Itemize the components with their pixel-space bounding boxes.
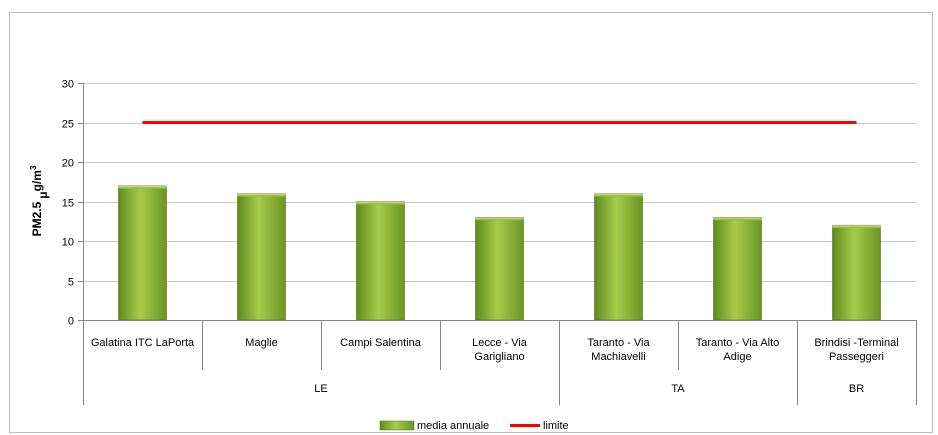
bar bbox=[356, 201, 405, 321]
bar-top bbox=[594, 193, 643, 197]
bar-top bbox=[832, 225, 881, 229]
y-tick-label: 25 bbox=[62, 119, 74, 131]
x-tick-label: Machiavelli bbox=[591, 351, 645, 363]
x-tick-label: Taranto - Via bbox=[587, 337, 650, 349]
legend-swatch-media-annuale bbox=[379, 420, 415, 431]
legend-label-limite: limite bbox=[543, 420, 569, 432]
legend: media annuale limite bbox=[379, 420, 569, 432]
x-tick-label: Lecce - Via bbox=[472, 337, 528, 349]
y-tick-label: 10 bbox=[62, 237, 74, 249]
legend-label-media-annuale: media annuale bbox=[417, 420, 489, 432]
group-label: TA bbox=[671, 383, 685, 395]
x-tick-label: Passeggeri bbox=[829, 351, 884, 363]
bars bbox=[118, 185, 881, 321]
y-tick-label: 15 bbox=[62, 198, 74, 210]
y-axis-title-main: PM2.5 bbox=[30, 201, 44, 236]
x-tick-label: Garigliano bbox=[474, 351, 524, 363]
bar-top bbox=[237, 193, 286, 197]
x-tick-label: Adige bbox=[723, 351, 751, 363]
x-tick-label: Brindisi -Terminal bbox=[814, 337, 898, 349]
bar-top bbox=[118, 185, 167, 189]
bar bbox=[475, 217, 524, 321]
y-tick-label: 5 bbox=[68, 277, 74, 289]
x-tick-label: Maglie bbox=[245, 337, 277, 349]
y-tick-label: 30 bbox=[62, 79, 74, 91]
y-axis-title-sup: 3 bbox=[29, 165, 38, 170]
bar-top bbox=[356, 201, 405, 205]
x-tick-label: Taranto - Via Alto bbox=[696, 337, 780, 349]
y-axis-title: PM2.5 μg/m3 bbox=[29, 165, 50, 236]
x-tick-label: Galatina ITC LaPorta bbox=[91, 337, 195, 349]
bar bbox=[237, 193, 286, 321]
bar-top bbox=[713, 217, 762, 221]
group-label: LE bbox=[314, 383, 327, 395]
y-axis-title-unit: g/m bbox=[30, 170, 44, 191]
y-tick-label: 0 bbox=[68, 316, 74, 328]
bar-top bbox=[475, 217, 524, 221]
bar bbox=[594, 193, 643, 321]
y-axis-label: PM2.5 μg/m3 bbox=[29, 165, 50, 236]
group-label: BR bbox=[849, 383, 864, 395]
x-tick-label: Campi Salentina bbox=[340, 337, 422, 349]
bar bbox=[118, 185, 167, 321]
bar bbox=[832, 224, 881, 321]
y-axis-title-mu: μ bbox=[36, 191, 50, 198]
x-axis: Galatina ITC LaPorta Maglie Campi Salentin… bbox=[83, 320, 917, 405]
y-tick-label: 20 bbox=[62, 158, 74, 170]
bar bbox=[713, 217, 762, 321]
y-axis: 0 5 10 15 20 25 30 bbox=[62, 79, 84, 328]
